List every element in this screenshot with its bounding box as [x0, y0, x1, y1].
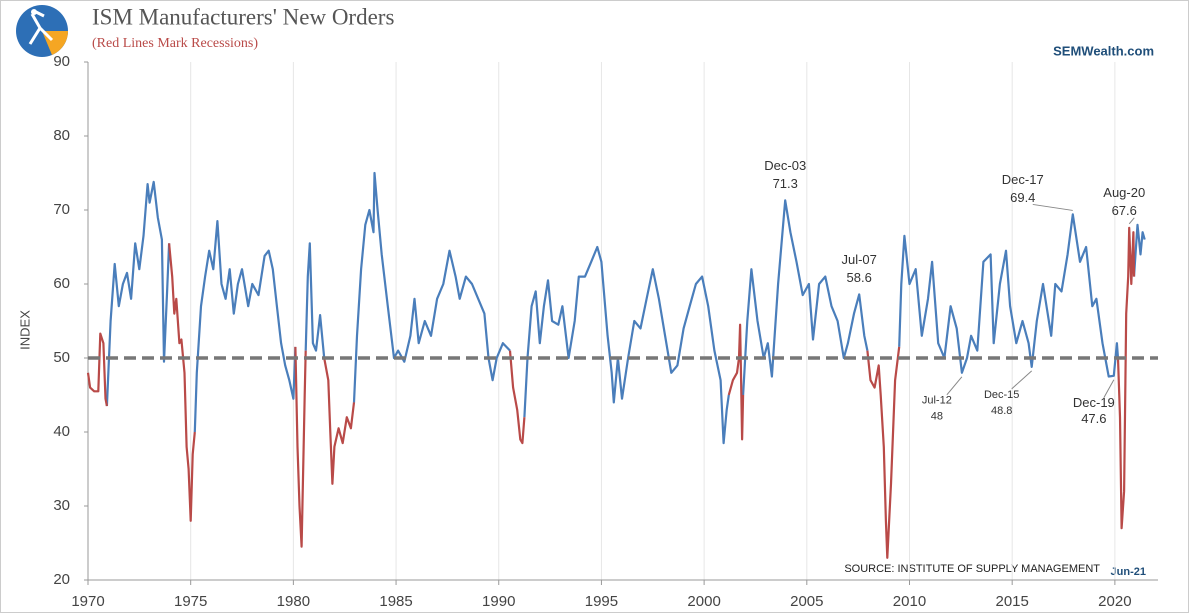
y-tick-label: 20 — [53, 571, 70, 588]
y-tick-label: 70 — [53, 201, 70, 218]
annotation-value: 58.6 — [847, 270, 872, 285]
x-tick-label: 1995 — [585, 593, 618, 610]
annotation-date: Dec-17 — [1002, 172, 1044, 187]
x-tick-label: 2005 — [790, 593, 823, 610]
y-tick-label: 80 — [53, 127, 70, 144]
leader-line — [946, 376, 963, 396]
x-tick-label: 1975 — [174, 593, 207, 610]
brand: SEMWealth.com — [1053, 43, 1154, 58]
leader-line — [1103, 379, 1115, 399]
leader-line — [1032, 203, 1073, 211]
annotation-date: Dec-03 — [764, 158, 806, 173]
y-tick-label: 90 — [53, 53, 70, 70]
y-tick-label: 30 — [53, 497, 70, 514]
x-tick-label: 2000 — [687, 593, 720, 610]
logo — [16, 5, 68, 57]
annotation-date: Jul-07 — [841, 252, 876, 267]
annotation-value: 71.3 — [773, 176, 798, 191]
annotation-value: 47.6 — [1081, 411, 1106, 426]
x-tick-label: 1985 — [379, 593, 412, 610]
annotation-date: Aug-20 — [1103, 185, 1145, 200]
y-tick-label: 50 — [53, 349, 70, 366]
leader-line — [1011, 370, 1033, 390]
x-tick-label: 2020 — [1098, 593, 1131, 610]
annotation-value: 48 — [931, 411, 943, 423]
date-label: Jun-21 — [1111, 566, 1146, 578]
y-axis-label: INDEX — [17, 310, 32, 350]
leader-line — [1128, 217, 1135, 225]
annotation-date: Dec-15 — [984, 389, 1019, 401]
annotation-date: Dec-19 — [1073, 395, 1115, 410]
x-tick-label: 1980 — [277, 593, 310, 610]
x-tick-label: 2015 — [995, 593, 1028, 610]
chart-title: ISM Manufacturers' New Orders — [92, 4, 394, 29]
annotation-value: 67.6 — [1112, 203, 1137, 218]
data-line — [86, 226, 1136, 559]
x-tick-label: 1970 — [71, 593, 104, 610]
x-tick-label: 1990 — [482, 593, 515, 610]
y-tick-label: 40 — [53, 423, 70, 440]
x-tick-label: 2010 — [893, 593, 926, 610]
annotation-date: Jul-12 — [922, 395, 952, 407]
annotation-value: 69.4 — [1010, 190, 1035, 205]
source: SOURCE: INSTITUTE OF SUPPLY MANAGEMENT — [844, 563, 1100, 575]
annotation-value: 48.8 — [991, 405, 1012, 417]
y-tick-label: 60 — [53, 275, 70, 292]
chart-subtitle: (Red Lines Mark Recessions) — [92, 36, 258, 51]
